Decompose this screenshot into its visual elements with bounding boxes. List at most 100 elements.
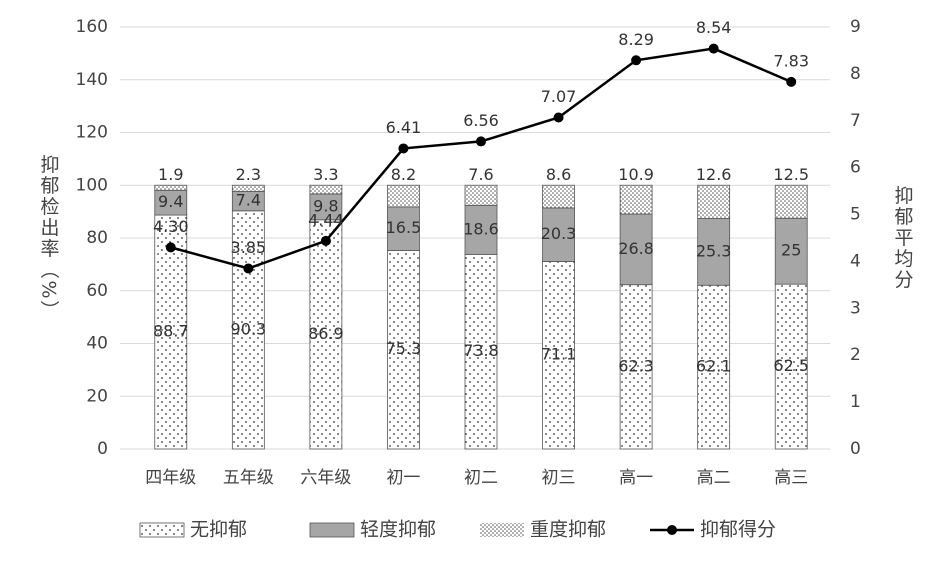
legend-swatch [480,523,524,537]
data-label: 8.6 [546,165,571,184]
x-tick-label: 高三 [774,468,808,488]
line-point [165,242,176,253]
data-label: 73.8 [463,341,499,360]
x-tick-label: 高二 [697,468,731,488]
y2-tick-label: 4 [850,251,861,271]
bar-segment [387,184,420,208]
x-tick-label: 高一 [619,468,653,488]
data-label: 26.8 [618,239,654,258]
y2-tick-label: 7 [850,111,861,131]
bar-segment [774,217,808,285]
data-label: 9.8 [313,196,338,215]
bar-segment [619,284,653,450]
y2-tick-label: 2 [850,345,861,365]
data-label: 18.6 [463,219,499,238]
y2-tick-label: 9 [850,17,861,37]
data-label: 75.3 [386,339,422,358]
x-tick-label: 初三 [542,468,576,488]
y2-tick-label: 6 [850,158,861,178]
y-tick-label: 100 [76,175,108,195]
line-point [786,76,797,87]
legend-label: 重度抑郁 [530,519,606,541]
data-label: 25 [781,241,801,260]
bar-segment [154,214,188,450]
data-label: 90.3 [231,319,267,338]
data-label: 62.3 [618,356,654,375]
data-label: 16.5 [386,218,422,237]
data-label: 25.3 [696,241,732,260]
y-tick-label: 60 [86,281,108,301]
line-point [553,112,564,123]
bar-segment [542,184,575,209]
data-label: 12.5 [773,165,809,184]
bar-segment [309,184,343,195]
y-tick-label: 40 [86,334,108,354]
data-label: 3.3 [313,165,338,184]
legend-swatch [667,525,677,535]
line-label: 7.07 [541,87,577,106]
data-label: 2.3 [236,165,261,184]
line-point [476,136,486,147]
data-label: 71.1 [541,345,577,364]
bar-segment [542,261,575,450]
y-tick-label: 20 [86,386,108,406]
data-label: 8.2 [391,165,416,184]
bar-segment [542,207,575,262]
line-point [320,235,331,246]
y-tick-label: 80 [86,228,108,248]
line-label: 4.44 [308,210,344,229]
x-tick-label: 六年级 [300,468,351,488]
data-label: 86.9 [308,324,344,343]
y-axis-label: 抑郁检出率（%） [38,154,60,321]
line-label: 7.83 [773,51,809,70]
y2-tick-label: 8 [850,64,861,84]
line-point [398,143,409,154]
x-tick-label: 五年级 [223,468,274,488]
bar-segment [774,184,808,219]
y2-tick-label: 0 [850,439,861,459]
bar-segment [619,213,653,286]
data-label: 20.3 [541,224,577,243]
bar-segment [231,210,265,450]
y-tick-label: 140 [76,70,108,90]
bar-segment [619,184,653,215]
x-tick-label: 初一 [386,468,420,488]
bar-segment [464,184,498,206]
bar-segment [387,206,420,251]
data-label: 9.4 [158,192,183,211]
y-tick-label: 120 [76,123,108,143]
bar-segment [154,184,188,191]
data-label: 7.6 [468,165,493,184]
bar-segment [464,253,498,450]
x-tick-label: 初二 [464,468,498,488]
y2-axis-label: 抑郁平均分 [892,185,914,290]
y2-tick-label: 5 [850,205,861,225]
line-label: 3.85 [231,238,267,257]
legend-label: 无抑郁 [190,519,247,541]
legend-label: 轻度抑郁 [360,519,436,541]
legend-label: 抑郁得分 [700,519,776,541]
data-label: 12.6 [696,165,732,184]
y2-tick-label: 1 [850,392,861,412]
line-label: 4.30 [153,217,189,236]
bar-segment [231,184,265,192]
bar-segment [309,193,343,221]
line-label: 8.54 [696,18,732,37]
bar-segment [387,249,420,450]
data-label: 1.9 [158,165,183,184]
y2-tick-label: 3 [850,298,861,318]
x-tick-label: 四年级 [145,468,196,488]
line-point [243,263,254,274]
line-point [708,43,719,54]
bar-segment [697,218,731,286]
legend-swatch [139,522,185,538]
bar-segment [697,284,731,450]
y-tick-label: 160 [76,17,108,37]
line-point [631,55,642,66]
legend-swatch [309,522,355,538]
bar-segment [697,184,731,219]
bar-segment [154,189,188,216]
bar-segment [774,283,808,450]
line-label: 8.29 [618,30,654,49]
data-label: 10.9 [618,165,654,184]
